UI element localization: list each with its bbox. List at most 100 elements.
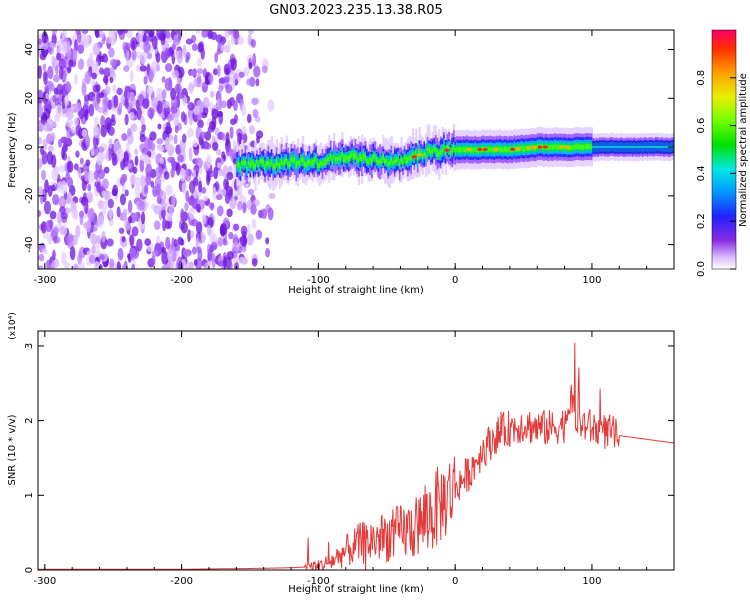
noise-speck [92,42,101,56]
ridge-cell [333,154,336,159]
noise-speck [156,62,160,72]
colorbar-tick-label: 0.6 [696,118,707,134]
ridge-cell [367,160,370,164]
noise-speck [218,169,225,177]
ridge-cell [247,160,251,165]
ridge-cell [277,162,280,167]
noise-speck [136,106,142,121]
ridge-cell [471,147,474,153]
noise-speck [242,202,247,214]
noise-speck [256,135,260,144]
ridge-cell [306,159,310,167]
noise-speck [164,77,173,92]
x-tick-label: 100 [582,275,601,286]
noise-speck [197,57,203,68]
noise-speck [146,85,154,96]
noise-speck [64,261,70,269]
noise-speck [65,118,74,128]
noise-speck [219,188,227,195]
noise-speck [108,30,116,40]
noise-speck [131,263,136,269]
noise-speck [199,131,207,139]
ridge-cell [520,145,523,151]
noise-speck [193,259,198,267]
noise-speck [46,80,54,88]
ridge-cell [290,157,293,162]
noise-speck [46,151,54,165]
ridge-cell [448,146,451,151]
noise-speck [139,134,146,143]
noise-speck [177,154,184,163]
noise-speck [99,254,105,261]
noise-speck [76,30,82,43]
noise-speck [173,134,178,145]
ridge-cell [241,160,244,166]
noise-speck [123,65,130,72]
ridge-cell [269,162,272,168]
noise-speck [58,138,63,148]
ridge-cell [280,158,283,165]
noise-speck [51,167,59,181]
noise-speck [250,204,257,215]
noise-speck [109,58,118,67]
noise-speck [38,104,44,118]
noise-speck [161,76,166,83]
noise-speck [96,181,101,193]
y-tick-label: -20 [24,188,35,204]
noise-speck [198,180,203,193]
colorbar-gradient [711,29,737,270]
x-tick-label: -200 [170,275,193,286]
ridge-cell [425,152,428,158]
noise-speck [217,64,221,77]
ridge-cell [315,156,318,162]
noise-speck [96,152,104,166]
noise-speck [189,114,194,126]
ridge-cell [418,149,421,155]
noise-speck [203,262,209,269]
snr-xlabel: Height of straight line (km) [288,584,424,595]
noise-speck [255,229,263,240]
noise-speck [201,186,207,194]
noise-speck [241,103,247,116]
noise-speck [91,60,99,71]
y-tick-label: 3 [24,343,35,349]
ridge-cell [318,162,321,168]
noise-speck [173,50,179,59]
ridge-cell [323,159,326,166]
noise-speck [140,115,145,125]
ridge-cell [577,144,580,150]
noise-speck [223,256,227,269]
ridge-cell [400,157,403,162]
noise-speck [247,33,252,46]
noise-speck [119,193,127,206]
ridge-cell [549,144,553,150]
noise-speck [99,67,105,75]
noise-speck [215,149,222,156]
noise-speck [255,78,260,87]
noise-speck [49,210,57,220]
x-tick-label: 0 [452,275,458,286]
noise-speck [46,259,51,269]
noise-speck [41,41,49,51]
ridge-cell [393,159,397,164]
ridge-cell [272,163,275,170]
noise-speck [191,43,198,52]
noise-speck [74,39,78,52]
noise-speck [246,233,254,246]
ridge-cell [444,149,447,155]
noise-speck [222,238,227,246]
ridge-cell [411,152,415,157]
ridge-cell [461,147,464,153]
ridge-cell [541,144,544,150]
noise-speck [186,127,194,138]
noise-speck [155,52,161,63]
ridge-cell [300,158,303,162]
ridge-cell [439,150,443,155]
ridge-cell [341,152,344,157]
ridge-cell [385,159,388,163]
noise-speck [200,112,208,119]
noise-speck [92,225,98,232]
noise-speck [253,65,261,78]
noise-speck [238,71,245,78]
noise-speck [156,30,164,39]
